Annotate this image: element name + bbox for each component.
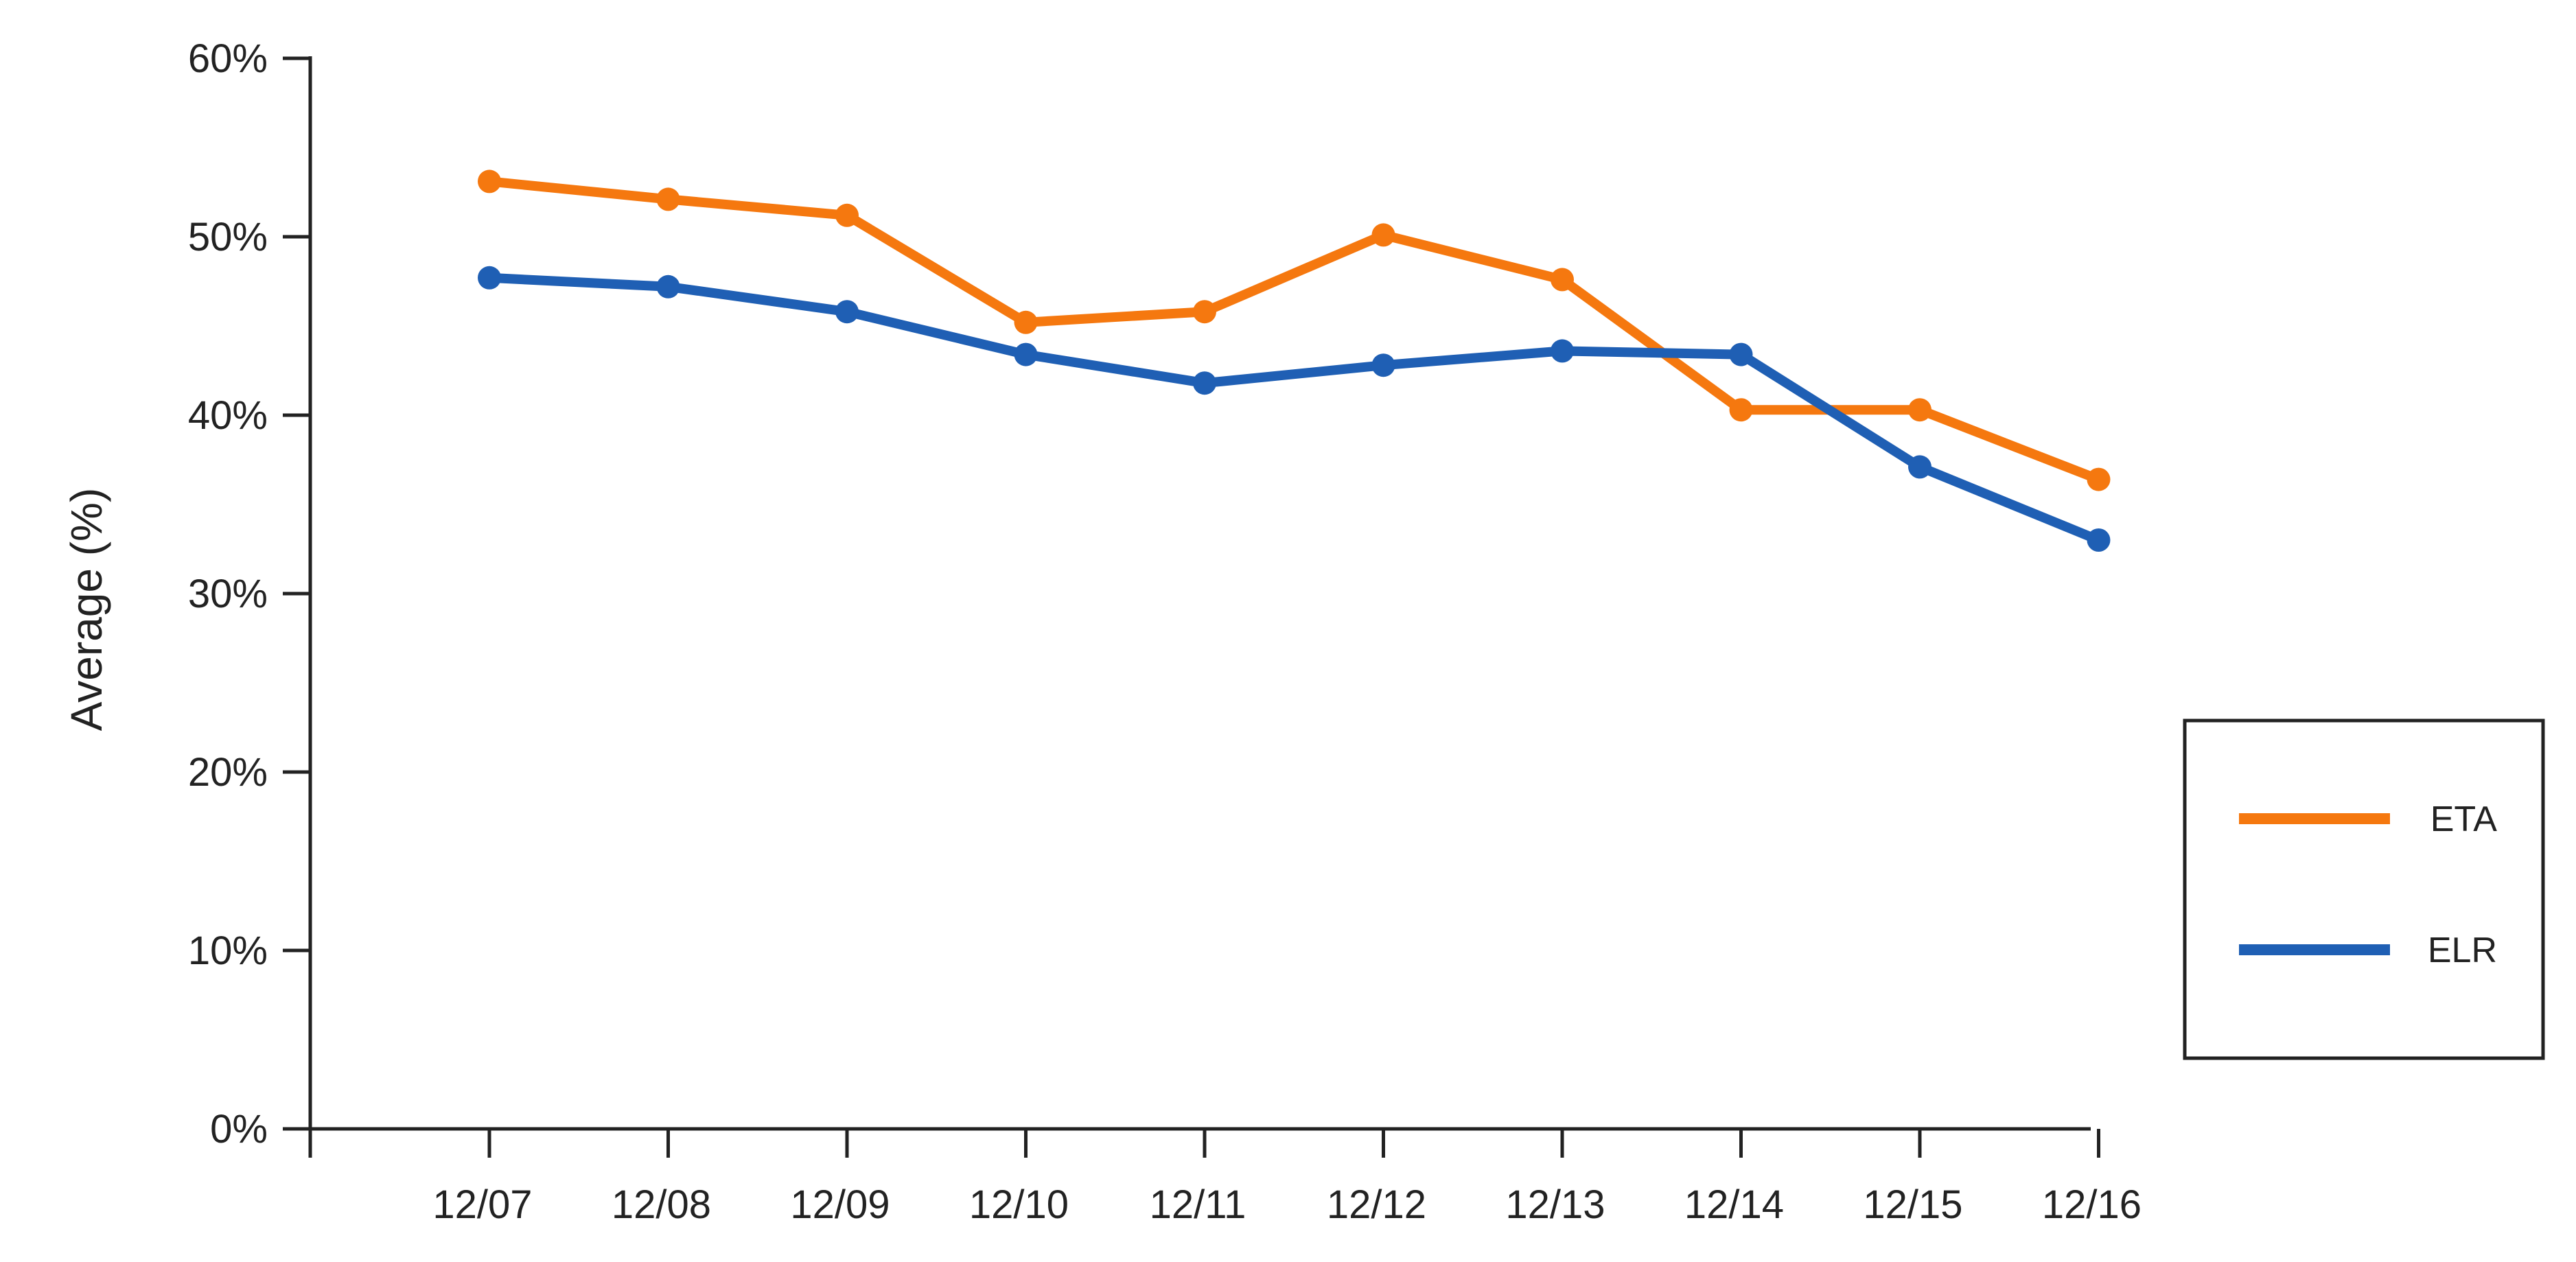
x-tick-label: 12/11 bbox=[1150, 1182, 1246, 1227]
data-point-eta bbox=[2087, 467, 2111, 491]
y-tick-label: 40% bbox=[188, 393, 268, 438]
data-point-elr bbox=[835, 300, 859, 324]
x-tick-label: 12/07 bbox=[432, 1182, 532, 1227]
x-axis-ticks: 12/07 12/08 12/09 12/10 12/11 12/12 12/13 12/14… bbox=[432, 1129, 2142, 1227]
y-axis-ticks: 0% 10% 20% 30% 40% 50% 60% bbox=[188, 36, 310, 1152]
y-tick-label: 10% bbox=[188, 928, 268, 973]
data-point-eta bbox=[1193, 300, 1216, 324]
x-tick-label: 12/09 bbox=[790, 1182, 890, 1227]
data-point-elr bbox=[1908, 455, 1931, 479]
plot-area: 0% 10% 20% 30% 40% 50% 60% 12/07 12/08 12/09 12/1… bbox=[188, 36, 2142, 1227]
data-point-eta bbox=[835, 203, 859, 227]
x-tick-label: 12/10 bbox=[969, 1182, 1069, 1227]
y-tick-label: 50% bbox=[188, 215, 268, 259]
y-tick-label: 20% bbox=[188, 750, 268, 795]
series-elr bbox=[478, 266, 2111, 552]
data-point-eta bbox=[1371, 223, 1395, 247]
series-line-elr bbox=[485, 272, 2104, 545]
legend-box bbox=[2183, 718, 2545, 1060]
series-line-eta bbox=[485, 176, 2104, 484]
data-point-elr bbox=[656, 274, 680, 299]
data-point-elr bbox=[478, 266, 501, 290]
x-tick-label: 12/14 bbox=[1684, 1182, 1784, 1227]
data-point-eta bbox=[1908, 398, 1931, 422]
x-tick-label: 12/08 bbox=[612, 1182, 711, 1227]
x-tick-label: 12/15 bbox=[1863, 1182, 1962, 1227]
x-tick-label: 12/12 bbox=[1327, 1182, 1426, 1227]
data-point-eta bbox=[656, 187, 680, 211]
data-point-elr bbox=[1551, 339, 1574, 363]
y-tick-label: 0% bbox=[210, 1107, 268, 1152]
y-tick-label: 30% bbox=[188, 572, 268, 616]
data-point-elr bbox=[2087, 528, 2111, 552]
series-layer bbox=[478, 170, 2111, 552]
data-point-elr bbox=[1729, 342, 1753, 366]
x-tick-label: 12/16 bbox=[2042, 1182, 2142, 1227]
data-point-eta bbox=[478, 170, 501, 194]
data-point-elr bbox=[1014, 342, 1038, 366]
legend-label-eta: ETA bbox=[2430, 799, 2498, 839]
y-tick-label: 60% bbox=[188, 36, 268, 81]
data-point-eta bbox=[1551, 268, 1574, 292]
x-tick-label: 12/13 bbox=[1505, 1182, 1605, 1227]
data-point-elr bbox=[1371, 353, 1395, 377]
legend: ETA ELR bbox=[2183, 718, 2545, 1060]
legend-label-elr: ELR bbox=[2428, 931, 2497, 970]
y-axis-title: Average (%) bbox=[62, 488, 111, 732]
data-point-elr bbox=[1193, 371, 1216, 395]
legend-items: ETA ELR bbox=[2239, 799, 2497, 970]
data-point-eta bbox=[1729, 398, 1753, 422]
data-point-eta bbox=[1014, 310, 1038, 334]
series-eta bbox=[478, 170, 2111, 491]
